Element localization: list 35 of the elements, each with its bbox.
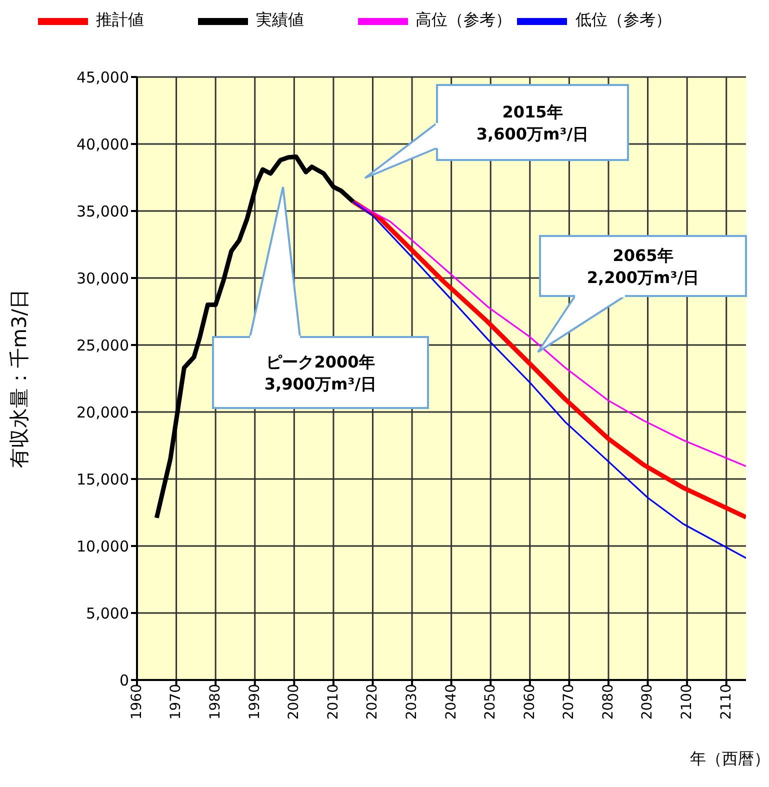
annotation: 2065年 2,200万m³/日 bbox=[586, 246, 700, 287]
x-tick-label: 2050 bbox=[482, 684, 499, 720]
x-tick-label: 1980 bbox=[208, 684, 224, 720]
y-tick-label: 0 bbox=[119, 671, 129, 690]
annotation: 2015年 3,600万m³/日 bbox=[476, 102, 589, 144]
x-tick-label: 2030 bbox=[404, 684, 420, 720]
x-tick-label: 2100 bbox=[679, 684, 696, 720]
y-tick-label: 25,000 bbox=[76, 336, 129, 354]
x-tick-label: 2020 bbox=[364, 684, 381, 720]
x-tick-label: 2000 bbox=[286, 684, 302, 720]
legend-label: 推計値 bbox=[96, 10, 144, 31]
x-tick-label: 2060 bbox=[522, 684, 538, 720]
x-tick-label: 2070 bbox=[561, 684, 578, 720]
legend-label: 低位（参考） bbox=[575, 10, 672, 31]
x-tick-label: 2080 bbox=[600, 684, 616, 720]
x-tick-label: 1990 bbox=[246, 684, 263, 720]
x-tick-label: 2040 bbox=[443, 684, 460, 720]
y-tick-label: 5,000 bbox=[86, 604, 129, 622]
y-tick-label: 40,000 bbox=[76, 135, 129, 154]
y-tick-label: 30,000 bbox=[76, 269, 129, 288]
y-tick-label: 15,000 bbox=[76, 470, 129, 488]
y-tick-label: 20,000 bbox=[76, 403, 129, 422]
x-tick-label: 1970 bbox=[168, 684, 184, 720]
y-tick-label: 45,000 bbox=[76, 68, 129, 86]
x-tick-label: 1960 bbox=[128, 684, 145, 720]
annotation: ピーク2000年 3,900万m³/日 bbox=[264, 352, 377, 394]
x-tick-label: 2010 bbox=[325, 684, 342, 720]
y-axis-title: 有収水量：千m3/日 bbox=[7, 289, 32, 468]
x-tick-label: 2110 bbox=[718, 684, 734, 720]
y-tick-label: 10,000 bbox=[76, 537, 129, 556]
x-tick-label: 2090 bbox=[640, 684, 656, 720]
legend-label: 実績値 bbox=[256, 10, 304, 31]
x-axis-title: 年（西暦） bbox=[690, 749, 769, 768]
legend-label: 高位（参考） bbox=[416, 10, 512, 31]
y-tick-label: 35,000 bbox=[76, 202, 129, 220]
